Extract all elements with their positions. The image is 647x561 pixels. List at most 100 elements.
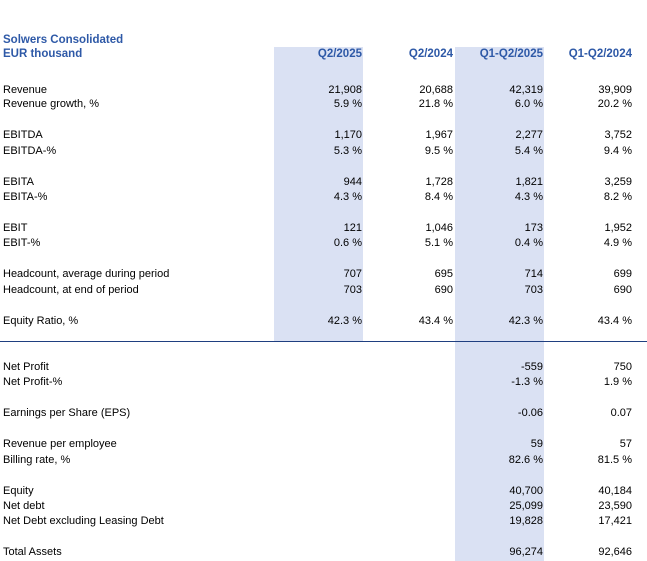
cell-value: 690 <box>613 284 632 296</box>
cell-value: 4.3 % <box>514 191 543 203</box>
cell-value: 121 <box>343 222 362 234</box>
cell-value: 43.4 % <box>418 315 453 327</box>
cell-value: 707 <box>343 268 362 280</box>
cell-value: 3,259 <box>604 176 632 188</box>
cell-value: 173 <box>524 222 543 234</box>
cell-value: 5.9 % <box>333 98 362 110</box>
cell-value: 1,728 <box>425 176 453 188</box>
table-title: Solwers Consolidated <box>3 34 124 46</box>
cell-value: 42.3 % <box>327 315 362 327</box>
row-label: EBITDA <box>3 129 43 141</box>
cell-value: 5.4 % <box>514 145 543 157</box>
cell-value: -559 <box>520 361 543 373</box>
table-unit: EUR thousand <box>3 48 83 60</box>
cell-value: 25,099 <box>509 500 543 512</box>
cell-value: 8.2 % <box>603 191 632 203</box>
cell-value: 9.5 % <box>424 145 453 157</box>
row-label: Equity Ratio, % <box>3 315 79 327</box>
table-row: EBITDA-% 5.3 % 9.5 % 5.4 % 9.4 % <box>0 145 647 160</box>
table-row: Headcount, at end of period 703 690 703 … <box>0 284 647 299</box>
row-label: Equity <box>3 485 34 497</box>
cell-value: 3,752 <box>604 129 632 141</box>
cell-value: 5.3 % <box>333 145 362 157</box>
row-label: EBIT-% <box>3 237 41 249</box>
table-row: Total Assets 96,274 92,646 <box>0 546 647 561</box>
row-label: EBITA <box>3 176 34 188</box>
table-row: EBIT-% 0.6 % 5.1 % 0.4 % 4.9 % <box>0 237 647 252</box>
column-header-q1-q2-2024: Q1-Q2/2024 <box>568 48 632 60</box>
cell-value: 4.3 % <box>333 191 362 203</box>
cell-value: 81.5 % <box>597 454 632 466</box>
table-row: Net Profit -559 750 <box>0 361 647 376</box>
column-header-q1-q2-2025: Q1-Q2/2025 <box>479 48 543 60</box>
row-label: Revenue <box>3 84 48 96</box>
row-label: Net Profit <box>3 361 49 373</box>
table-row: Earnings per Share (EPS) -0.06 0.07 <box>0 407 647 422</box>
cell-value: 20.2 % <box>597 98 632 110</box>
cell-value: 19,828 <box>509 515 543 527</box>
cell-value: 690 <box>434 284 453 296</box>
cell-value: 17,421 <box>598 515 632 527</box>
cell-value: 1,952 <box>604 222 632 234</box>
cell-value: 82.6 % <box>508 454 543 466</box>
cell-value: 944 <box>343 176 362 188</box>
table-row: Revenue growth, % 5.9 % 21.8 % 6.0 % 20.… <box>0 98 647 113</box>
table-row: Revenue 21,908 20,688 42,319 39,909 <box>0 84 647 99</box>
cell-value: 23,590 <box>598 500 632 512</box>
row-label: Headcount, at end of period <box>3 284 139 296</box>
table-row: EBITA 944 1,728 1,821 3,259 <box>0 176 647 191</box>
cell-value: 43.4 % <box>597 315 632 327</box>
cell-value: -1.3 % <box>511 376 543 388</box>
cell-value: 703 <box>524 284 543 296</box>
row-label: Revenue growth, % <box>3 98 99 110</box>
cell-value: 1,170 <box>334 129 362 141</box>
row-label: Net Debt excluding Leasing Debt <box>3 515 164 527</box>
table-row: Revenue per employee 59 57 <box>0 438 647 453</box>
table-row: Headcount, average during period 707 695… <box>0 268 647 283</box>
row-label: Net Profit-% <box>3 376 63 388</box>
table-row: Net debt 25,099 23,590 <box>0 500 647 515</box>
highlight-column-q2-2025 <box>274 47 363 342</box>
cell-value: 42.3 % <box>508 315 543 327</box>
cell-value: 0.6 % <box>333 237 362 249</box>
cell-value: 39,909 <box>598 84 632 96</box>
cell-value: 40,184 <box>598 485 632 497</box>
table-row: Billing rate, % 82.6 % 81.5 % <box>0 454 647 469</box>
cell-value: 0.07 <box>610 407 632 419</box>
cell-value: 1,821 <box>515 176 543 188</box>
row-label: Billing rate, % <box>3 454 71 466</box>
cell-value: 57 <box>619 438 632 450</box>
column-header-q2-2024: Q2/2024 <box>408 48 453 60</box>
cell-value: 59 <box>530 438 543 450</box>
row-label: EBITA-% <box>3 191 48 203</box>
row-label: Headcount, average during period <box>3 268 170 280</box>
cell-value: 20,688 <box>419 84 453 96</box>
cell-value: 6.0 % <box>514 98 543 110</box>
cell-value: 8.4 % <box>424 191 453 203</box>
cell-value: 714 <box>524 268 543 280</box>
cell-value: 750 <box>613 361 632 373</box>
highlight-column-q1-q2-2025 <box>455 47 544 561</box>
cell-value: -0.06 <box>517 407 543 419</box>
cell-value: 1,046 <box>425 222 453 234</box>
cell-value: 699 <box>613 268 632 280</box>
row-label: Total Assets <box>3 546 62 558</box>
table-row: Net Debt excluding Leasing Debt 19,828 1… <box>0 515 647 530</box>
row-label: EBIT <box>3 222 28 234</box>
table-row: Net Profit-% -1.3 % 1.9 % <box>0 376 647 391</box>
table-row: EBITDA 1,170 1,967 2,277 3,752 <box>0 129 647 144</box>
cell-value: 40,700 <box>509 485 543 497</box>
row-label: EBITDA-% <box>3 145 57 157</box>
row-label: Net debt <box>3 500 45 512</box>
cell-value: 0.4 % <box>514 237 543 249</box>
table-row: EBIT 121 1,046 173 1,952 <box>0 222 647 237</box>
cell-value: 42,319 <box>509 84 543 96</box>
table-row: Equity Ratio, % 42.3 % 43.4 % 42.3 % 43.… <box>0 315 647 330</box>
cell-value: 1.9 % <box>603 376 632 388</box>
cell-value: 695 <box>434 268 453 280</box>
table-row: Equity 40,700 40,184 <box>0 485 647 500</box>
table-row: EBITA-% 4.3 % 8.4 % 4.3 % 8.2 % <box>0 191 647 206</box>
cell-value: 21,908 <box>328 84 362 96</box>
column-header-q2-2025: Q2/2025 <box>317 48 362 60</box>
cell-value: 9.4 % <box>603 145 632 157</box>
